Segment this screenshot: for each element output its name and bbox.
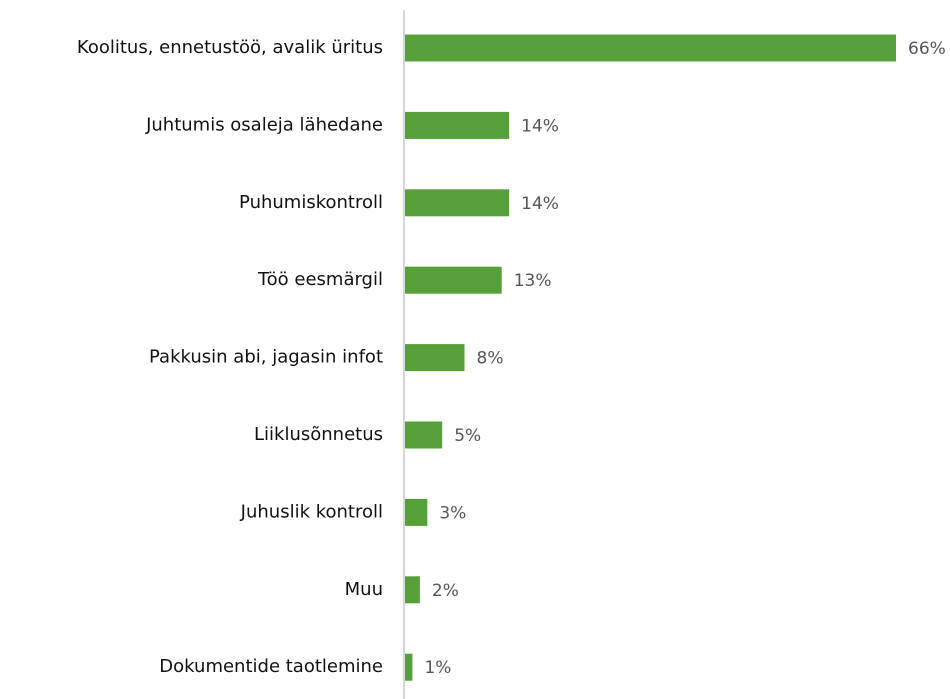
bar [405,421,443,449]
value-label: 8% [477,349,504,369]
category-label: Liiklusõnnetus [254,424,383,445]
value-label: 14% [521,116,559,136]
value-label: 14% [521,194,559,214]
bar [405,576,420,604]
bar [405,34,896,62]
category-label: Dokumentide taotlemine [159,656,383,677]
value-label: 13% [514,271,552,291]
value-label: 66% [908,39,946,59]
bar [405,498,428,526]
value-label: 2% [432,581,459,601]
category-label: Pakkusin abi, jagasin infot [149,347,383,368]
bar [405,111,510,139]
category-label: Juhtumis osaleja lähedane [145,114,383,135]
category-label: Puhumiskontroll [239,192,383,213]
value-label: 5% [454,426,481,446]
bar [405,344,465,372]
bar [405,266,502,294]
category-label: Juhuslik kontroll [240,501,383,522]
value-label: 1% [424,658,451,678]
category-label: Töö eesmärgil [257,269,383,290]
bar [405,189,510,217]
bar [405,653,413,681]
value-label: 3% [439,503,466,523]
category-label: Koolitus, ennetustöö, avalik üritus [77,37,383,58]
category-label: Muu [345,579,383,600]
